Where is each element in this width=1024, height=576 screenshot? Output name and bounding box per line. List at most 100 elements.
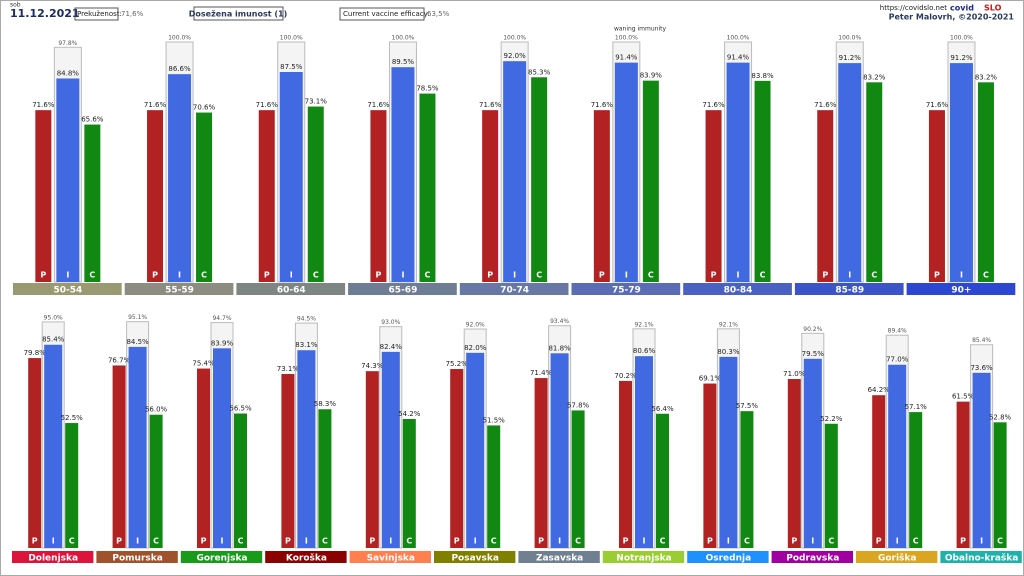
reference-label: 100.0% — [503, 35, 526, 42]
series-letter: P — [116, 537, 122, 546]
bar — [531, 77, 548, 282]
category-label: 65-69 — [389, 286, 418, 296]
series-letter: P — [152, 271, 158, 280]
value-label: 56.5% — [229, 405, 252, 413]
series-letter: I — [290, 271, 293, 280]
category-label: Zasavska — [536, 554, 583, 564]
value-label: 52.5% — [61, 414, 84, 422]
value-label: 54.2% — [398, 410, 421, 418]
category-box — [434, 551, 516, 563]
value-label: 79.8% — [24, 349, 47, 357]
bar — [281, 374, 295, 548]
value-label: 52.2% — [820, 415, 843, 423]
bar — [391, 67, 415, 282]
brand: covid — [950, 4, 974, 13]
reference-label: 100.0% — [950, 35, 973, 42]
efficacy-value: 63,5% — [427, 10, 450, 18]
bar — [703, 383, 717, 548]
series-letter: P — [454, 537, 460, 546]
value-label: 91.2% — [950, 54, 973, 62]
category-box — [265, 551, 347, 563]
value-label: 80.3% — [717, 348, 740, 356]
series-letter: C — [913, 537, 919, 546]
series-letter: I — [513, 271, 516, 280]
series-letter: I — [727, 537, 730, 546]
bar — [297, 350, 316, 548]
bar — [35, 110, 52, 282]
category-label: Gorenjska — [196, 554, 247, 564]
series-letter: C — [871, 271, 877, 280]
value-label: 91.4% — [727, 54, 750, 62]
category-box — [683, 283, 792, 295]
category-box — [13, 283, 122, 295]
value-label: 58.3% — [314, 400, 337, 408]
series-letter: C — [89, 271, 95, 280]
series-letter: I — [625, 271, 628, 280]
bar — [642, 80, 659, 282]
series-letter: C — [575, 537, 581, 546]
bar — [128, 346, 147, 548]
reference-label: 95.0% — [44, 314, 63, 321]
series-letter: C — [828, 537, 834, 546]
reference-label: 89.4% — [888, 328, 907, 335]
series-letter: I — [811, 537, 814, 546]
value-label: 56.0% — [145, 406, 168, 414]
series-letter: C — [153, 537, 159, 546]
reference-label: 94.5% — [297, 316, 316, 323]
bar — [213, 348, 231, 548]
series-letter: I — [960, 271, 963, 280]
infection-label: Prekuženost: — [77, 10, 122, 18]
value-label: 71.6% — [32, 101, 55, 109]
series-letter: C — [760, 271, 766, 280]
value-label: 71.6% — [144, 101, 167, 109]
bar — [571, 410, 585, 548]
bar — [909, 412, 923, 548]
bar — [705, 110, 722, 282]
bar — [614, 62, 638, 282]
efficacy-box — [339, 7, 425, 21]
category-label: 60-64 — [277, 286, 306, 296]
bar — [28, 358, 42, 548]
series-letter: P — [711, 271, 717, 280]
bar — [740, 411, 754, 548]
value-label: 84.5% — [126, 338, 149, 346]
value-label: 75.4% — [192, 360, 215, 368]
value-label: 83.1% — [295, 341, 318, 349]
series-letter: I — [401, 271, 404, 280]
bar — [197, 368, 210, 548]
bar — [149, 414, 163, 548]
value-label: 71.6% — [702, 101, 725, 109]
bar — [84, 124, 101, 282]
reference-label: 100.0% — [838, 35, 861, 42]
series-letter: P — [707, 537, 713, 546]
bar — [619, 380, 632, 548]
value-label: 83.2% — [863, 73, 886, 81]
value-label: 89.5% — [392, 58, 415, 66]
series-letter: P — [264, 271, 270, 280]
bar — [503, 61, 527, 283]
bar — [534, 378, 548, 548]
reference-label: 100.0% — [392, 35, 415, 42]
value-label: 76.7% — [108, 356, 131, 364]
value-label: 86.6% — [168, 65, 191, 73]
series-letter: P — [934, 271, 940, 280]
value-label: 92.0% — [504, 52, 527, 60]
bar — [726, 62, 750, 282]
series-letter: I — [52, 537, 55, 546]
value-label: 71.4% — [530, 369, 553, 377]
category-box — [518, 551, 600, 563]
series-letter: P — [822, 271, 828, 280]
bar — [419, 93, 436, 282]
title: Dosežena imunost (1) — [189, 10, 288, 19]
value-label: 73.6% — [970, 364, 993, 372]
bar — [56, 78, 80, 282]
value-label: 82.0% — [464, 344, 487, 352]
category-label: 70-74 — [500, 286, 529, 296]
series-letter: P — [623, 537, 629, 546]
value-label: 71.6% — [926, 101, 949, 109]
category-label: 85-89 — [835, 286, 864, 296]
series-letter: P — [285, 537, 291, 546]
series-letter: I — [305, 537, 308, 546]
reference-label: 97.8% — [58, 40, 77, 47]
value-label: 91.2% — [839, 54, 862, 62]
